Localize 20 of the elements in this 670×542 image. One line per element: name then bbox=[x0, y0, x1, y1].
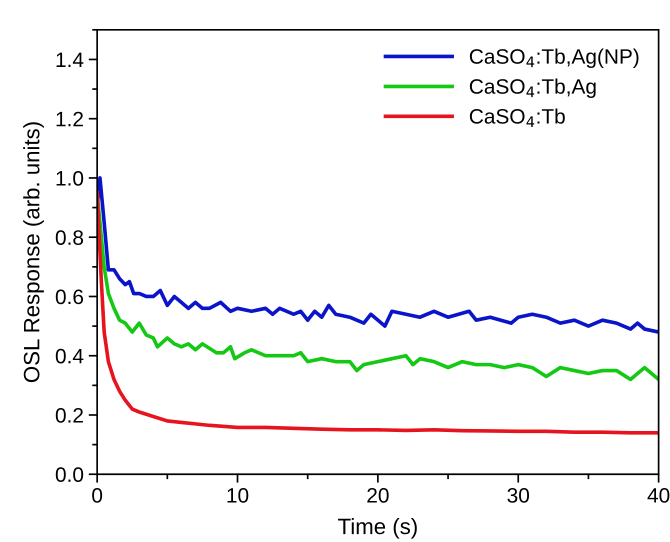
x-tick-label: 0 bbox=[92, 488, 102, 503]
x-tick-label: 10 bbox=[228, 488, 248, 503]
x-tick-label: 30 bbox=[507, 488, 530, 503]
x-tick-label: 40 bbox=[648, 488, 670, 503]
y-tick-label: 1.2 bbox=[56, 112, 83, 126]
line-series bbox=[97, 176, 659, 334]
y-tick-label: 0.2 bbox=[56, 408, 83, 423]
x-tick-label: 20 bbox=[367, 488, 389, 503]
legend-label: CaSO$_{4}$:Tb,Ag(NP) bbox=[470, 48, 638, 68]
y-tick-label: 0.4 bbox=[56, 348, 84, 364]
legend-label: CaSO$_{4}$:Tb bbox=[470, 108, 565, 127]
y-tick-label: 0.8 bbox=[56, 230, 84, 245]
legend-label: CaSO$_{4}$:Tb,Ag bbox=[470, 78, 596, 98]
y-tick-label: 0.6 bbox=[56, 289, 84, 304]
y-tick-label: 1.4 bbox=[56, 52, 84, 67]
y-axis-title: OSL Response (arb. units) bbox=[23, 122, 44, 382]
x-axis-title: Time (s) bbox=[338, 518, 417, 539]
y-tick-label: 0.0 bbox=[56, 467, 84, 482]
y-tick-label: 1.0 bbox=[56, 170, 84, 186]
line-series bbox=[97, 190, 659, 435]
